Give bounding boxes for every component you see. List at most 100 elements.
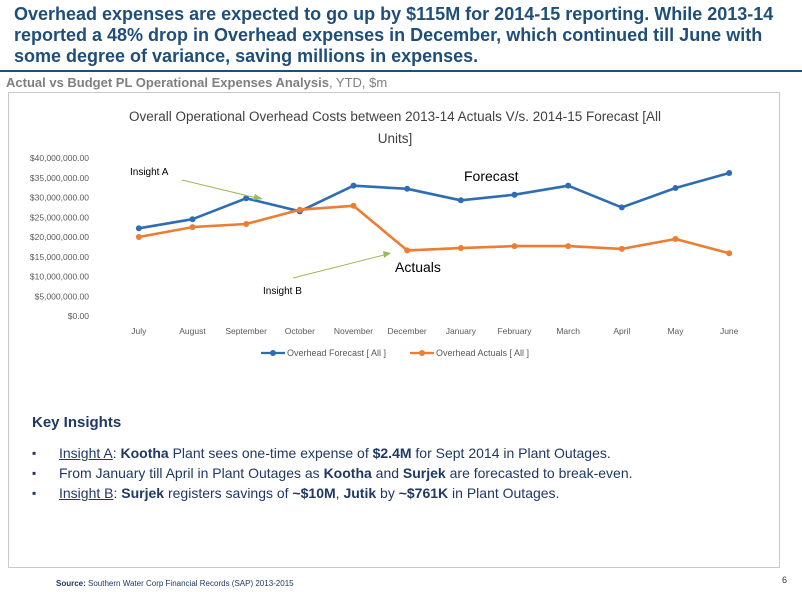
legend-forecast-marker (270, 350, 276, 356)
breakeven-text2: and (371, 465, 403, 481)
breakeven-plant1: Kootha (323, 465, 372, 481)
headline: Overhead expenses are expected to go up … (14, 4, 774, 66)
insights-list: Insight A: Kootha Plant sees one-time ex… (32, 443, 772, 503)
chart-series (135, 170, 733, 257)
x-tick-label: September (225, 326, 267, 336)
insight-a-text2: for Sept 2014 in Plant Outages. (411, 445, 611, 461)
insight-b-text4: in Plant Outages. (448, 485, 560, 501)
page-number: 6 (782, 575, 788, 585)
series-point-1 (672, 235, 679, 242)
breakeven-plant2: Surjek (402, 465, 446, 481)
annotation-forecast: Forecast (464, 168, 519, 184)
series-point-0 (672, 185, 679, 192)
breakeven-text1: From January till April in Plant Outages… (59, 465, 324, 481)
insight-item-a: Insight A: Kootha Plant sees one-time ex… (32, 443, 772, 463)
series-point-0 (565, 182, 572, 189)
series-point-1 (296, 206, 303, 213)
insight-a-colon: : (112, 445, 121, 461)
series-point-0 (457, 197, 464, 204)
insight-b-amount1: ~$10M (292, 485, 336, 501)
insight-a-plant: Kootha (120, 445, 169, 461)
series-point-0 (189, 216, 196, 223)
x-tick-label: June (720, 326, 739, 336)
series-point-1 (511, 243, 518, 250)
legend-forecast-label: Overhead Forecast [ All ] (287, 348, 386, 358)
annotation-insight-a: Insight A (130, 167, 169, 178)
insight-b-text2: , (335, 485, 344, 501)
x-tick-label: November (334, 326, 373, 336)
insight-b-text1: registers savings of (164, 485, 293, 501)
x-tick-label: July (131, 326, 147, 336)
y-tick-label: $15,000,000.00 (30, 252, 89, 262)
insight-item-b: Insight B: Surjek registers savings of ~… (32, 483, 772, 503)
breakeven-text3: are forecasted to break-even. (445, 465, 633, 481)
x-tick-label: April (613, 326, 630, 336)
source-text: Southern Water Corp Financial Records (S… (85, 579, 294, 588)
source-footer: Source: Southern Water Corp Financial Re… (56, 579, 294, 588)
x-axis: July August September October November Decemb… (131, 326, 738, 336)
y-tick-label: $25,000,000.00 (30, 212, 89, 222)
series-point-0 (243, 195, 250, 202)
insight-b-amount2: ~$761K (398, 485, 449, 501)
series-point-1 (457, 245, 464, 252)
x-tick-label: May (667, 326, 684, 336)
series-line-1 (138, 204, 730, 255)
insight-a-amount: $2.4M (372, 445, 412, 461)
x-tick-label: October (285, 326, 315, 336)
y-tick-label: $0.00 (68, 311, 90, 321)
series-point-0 (350, 182, 357, 189)
insight-b-text3: by (376, 485, 399, 501)
insight-a-arrow (181, 179, 262, 200)
header-divider (0, 70, 802, 72)
insight-b-plant1: Surjek (121, 485, 165, 501)
x-tick-label: August (179, 326, 206, 336)
series-point-1 (350, 202, 357, 209)
insight-b-link[interactable]: Insight B (59, 485, 114, 501)
x-tick-label: December (388, 326, 427, 336)
y-tick-label: $35,000,000.00 (30, 173, 89, 183)
insight-a-arrowhead (253, 194, 263, 200)
series-point-1 (726, 250, 733, 257)
y-axis: $0.00 $5,000,000.00 $10,000,000.00 $15,000,… (30, 153, 89, 321)
subtitle-rest: , YTD, $m (328, 75, 388, 90)
x-tick-label: January (446, 326, 477, 336)
y-tick-label: $5,000,000.00 (35, 291, 90, 301)
insight-b-arrow (292, 253, 389, 279)
x-tick-label: March (556, 326, 580, 336)
section-subtitle: Actual vs Budget PL Operational Expenses… (6, 75, 387, 90)
key-insights: Key Insights Insight A: Kootha Plant see… (32, 414, 772, 503)
series-point-1 (189, 224, 196, 231)
series-point-0 (511, 191, 518, 198)
y-tick-label: $20,000,000.00 (30, 232, 89, 242)
legend-actuals-marker (419, 350, 425, 356)
series-point-0 (404, 185, 411, 192)
annotation-actuals: Actuals (395, 259, 441, 275)
chart-title-line2: Units] (378, 131, 413, 146)
source-label: Source: (56, 579, 86, 588)
key-insights-heading: Key Insights (32, 414, 122, 431)
y-tick-label: $10,000,000.00 (30, 272, 89, 282)
chart-legend: Overhead Forecast [ All ] Overhead Actua… (261, 348, 529, 358)
overhead-line-chart: Overall Operational Overhead Costs betwe… (30, 109, 739, 358)
y-tick-label: $30,000,000.00 (30, 193, 89, 203)
insight-b-colon: : (113, 485, 122, 501)
annotations: Insight A Insight B Forecast Actuals (130, 167, 519, 297)
x-tick-label: February (497, 326, 532, 336)
series-point-0 (618, 204, 625, 211)
legend-actuals-label: Overhead Actuals [ All ] (436, 348, 529, 358)
chart-title-line1: Overall Operational Overhead Costs betwe… (129, 109, 661, 124)
insight-a-text1: Plant sees one-time expense of (168, 445, 373, 461)
series-point-1 (618, 245, 625, 252)
insight-b-plant2: Jutik (343, 485, 377, 501)
annotation-insight-b: Insight B (263, 286, 302, 297)
series-point-0 (726, 170, 733, 177)
subtitle-bold: Actual vs Budget PL Operational Expenses… (6, 75, 329, 90)
series-point-0 (135, 225, 142, 232)
series-point-1 (565, 243, 572, 250)
series-line-0 (138, 171, 730, 230)
series-point-1 (243, 220, 250, 227)
insight-item-breakeven: From January till April in Plant Outages… (32, 463, 772, 483)
insight-a-link[interactable]: Insight A (59, 445, 113, 461)
series-point-1 (135, 234, 142, 240)
y-tick-label: $40,000,000.00 (30, 153, 89, 163)
